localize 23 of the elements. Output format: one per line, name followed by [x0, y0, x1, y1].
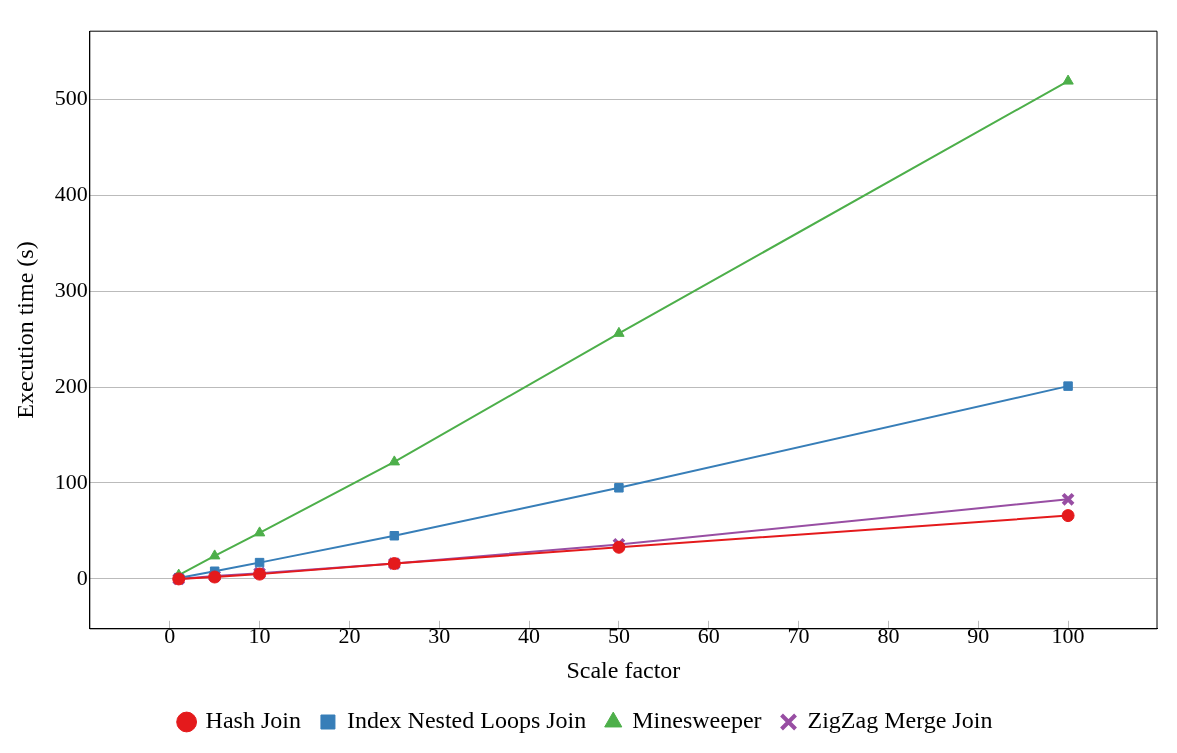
legend-label: Hash Join [205, 707, 301, 734]
x-tick-label: 90 [967, 622, 990, 648]
y-tick-label: 0 [76, 564, 88, 590]
legend-label: ZigZag Merge Join [807, 707, 993, 734]
x-tick-label: 40 [518, 622, 541, 648]
x-tick-label: 0 [164, 622, 176, 648]
x-tick-label: 20 [338, 622, 361, 648]
x-tick-label: 50 [607, 622, 630, 648]
x-axis-title: Scale factor [566, 656, 681, 683]
y-tick-label: 200 [54, 372, 88, 398]
y-tick-label: 100 [54, 468, 88, 494]
x-tick-label: 10 [248, 622, 271, 648]
legend-label: Minesweeper [632, 707, 762, 734]
x-tick-label: 80 [877, 622, 900, 648]
legend-label: Index Nested Loops Join [346, 707, 587, 734]
y-tick-label: 500 [54, 85, 88, 111]
x-tick-label: 70 [787, 622, 810, 648]
x-tick-label: 30 [428, 622, 451, 648]
x-tick-label: 60 [697, 622, 720, 648]
y-axis-title: Execution time (s) [11, 241, 38, 419]
y-tick-label: 300 [54, 276, 88, 302]
x-tick-label: 100 [1051, 622, 1085, 648]
y-tick-label: 400 [54, 181, 88, 207]
